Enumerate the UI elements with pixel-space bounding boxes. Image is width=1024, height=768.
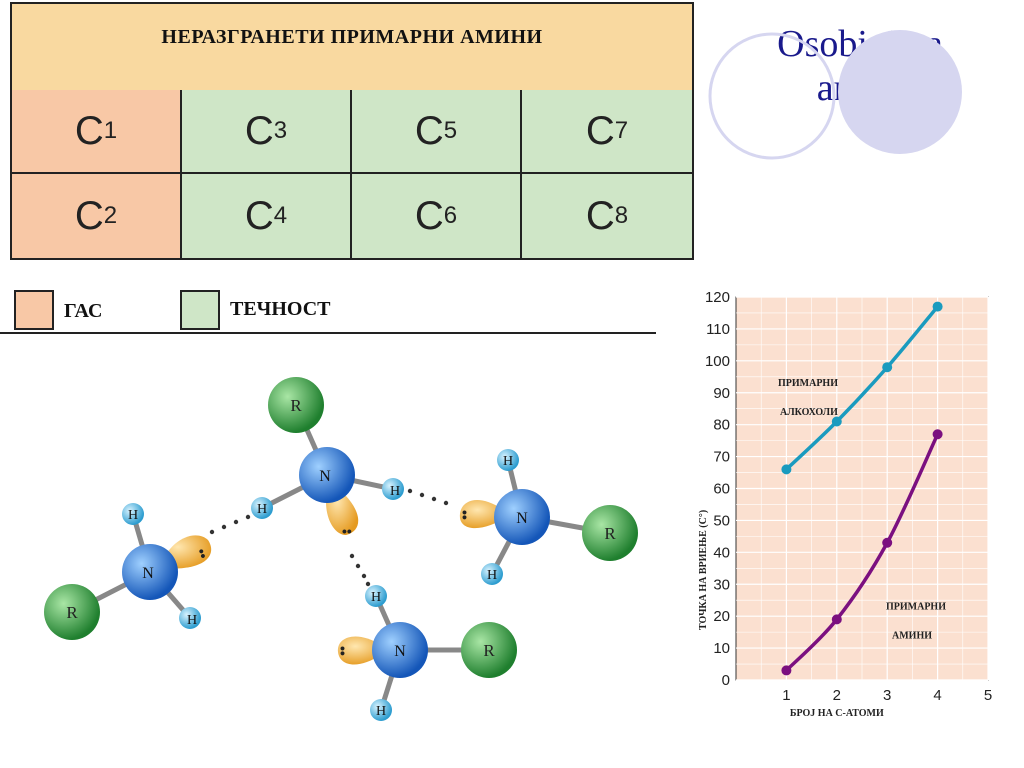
grid-lines [736,296,989,681]
x-axis-label: БРОЈ НА С-АТОМИ [790,708,884,719]
hydrogen-bond-dots [209,488,449,587]
h-label: H [376,704,386,719]
hydrogen-atom [481,563,503,585]
r-label: R [66,603,78,622]
legend-liquid-swatch [180,290,220,330]
legend-liquid-label: ТЕЧНОСТ [230,298,331,320]
y-tick-label: 40 [713,544,730,561]
y-tick-label: 10 [713,640,730,657]
y-tick-label: 0 [722,672,730,689]
y-tick-label: 80 [713,417,730,434]
hydrogen-atom [497,449,519,471]
y-tick-label: 110 [706,321,730,338]
nitrogen-atom [122,544,178,600]
y-tick-label: 100 [705,353,730,370]
decorative-circles [708,30,962,160]
data-point [781,665,792,676]
r-group-atom [582,505,638,561]
r-label: R [483,641,495,660]
data-point [932,429,943,440]
hydrogen-atom [370,699,392,721]
series-label-alcohols: АЛКОХОЛИ [780,407,838,418]
x-tick-label: 3 [883,687,891,704]
data-point [831,416,842,427]
table-header: НЕРАЗГРАНЕТИ ПРИМАРНИ АМИНИ [12,4,692,92]
series-label-amines: АМИНИ [892,630,932,641]
lone-pair-dots: •• [335,646,351,656]
r-group-atom [461,622,517,678]
r-group-atom [44,584,100,640]
y-tick-label: 30 [713,576,730,593]
x-tick-label: 1 [782,687,790,704]
h-label: H [503,454,513,469]
decor-circle-filled [838,30,962,154]
r-label: R [290,396,302,415]
series-layer [781,301,943,676]
x-tick-label: 2 [833,687,841,704]
h-label: H [257,502,267,517]
hydrogen-atom [179,607,201,629]
lone-pair-dots: •• [457,510,473,520]
h-label: H [187,613,197,628]
data-point [781,464,792,475]
n-label: N [394,643,406,660]
y-tick-label: 60 [713,481,730,498]
n-label: N [142,565,154,582]
h-label: H [128,508,138,523]
n-label: N [319,468,331,485]
hydrogen-atom [382,478,404,500]
series-label-amines: ПРИМАРНИ [886,602,946,613]
series-label-alcohols: ПРИМАРНИ [778,378,838,389]
hydrogen-atom [122,503,144,525]
h-label: H [371,590,381,605]
legend-gas-label: ГАС [64,300,103,322]
nitrogen-atom [299,447,355,503]
y-tick-label: 50 [713,512,730,529]
y-tick-label: 20 [713,608,730,625]
table-header-text: НЕРАЗГРАНЕТИ ПРИМАРНИ АМИНИ [161,26,543,48]
h-label: H [487,568,497,583]
x-tick-label: 5 [984,687,992,704]
data-point [882,362,893,373]
r-label: R [604,524,616,543]
r-group-atom [268,377,324,433]
data-point [932,301,943,312]
hydrogen-atom [365,585,387,607]
x-tick-label: 4 [933,687,941,704]
legend-gas-swatch [14,290,54,330]
amine-hydrogen-bonding-diagram: •• •• •• •• R R R R N N N N H H H H H H [44,377,638,721]
decor-circle-outline [708,32,836,160]
legend-divider [0,332,656,334]
data-point [831,614,842,625]
n-label: N [516,510,528,527]
series-line [785,305,939,471]
series-line [785,433,940,672]
lone-pair-dots: •• [342,523,352,539]
y-tick-label: 120 [705,289,730,306]
hydrogen-atom [251,497,273,519]
data-point [882,537,893,548]
y-axis-label: ТОЧКА НА ВРИЕЊЕ (С°) [698,510,709,630]
y-tick-label: 70 [713,449,730,466]
y-tick-label: 90 [713,385,730,402]
nitrogen-atom [372,622,428,678]
h-label: H [390,484,400,499]
x-axis-ticks: 1 2 3 4 5 [782,687,992,704]
boiling-point-chart: 0 10 20 30 40 50 60 70 80 90 100 110 120 1 2 3 4 5 ТОЧКА… [698,289,992,719]
nitrogen-atom [494,489,550,545]
y-axis-ticks: 0 10 20 30 40 50 60 70 80 90 100 110 120 [705,289,730,689]
